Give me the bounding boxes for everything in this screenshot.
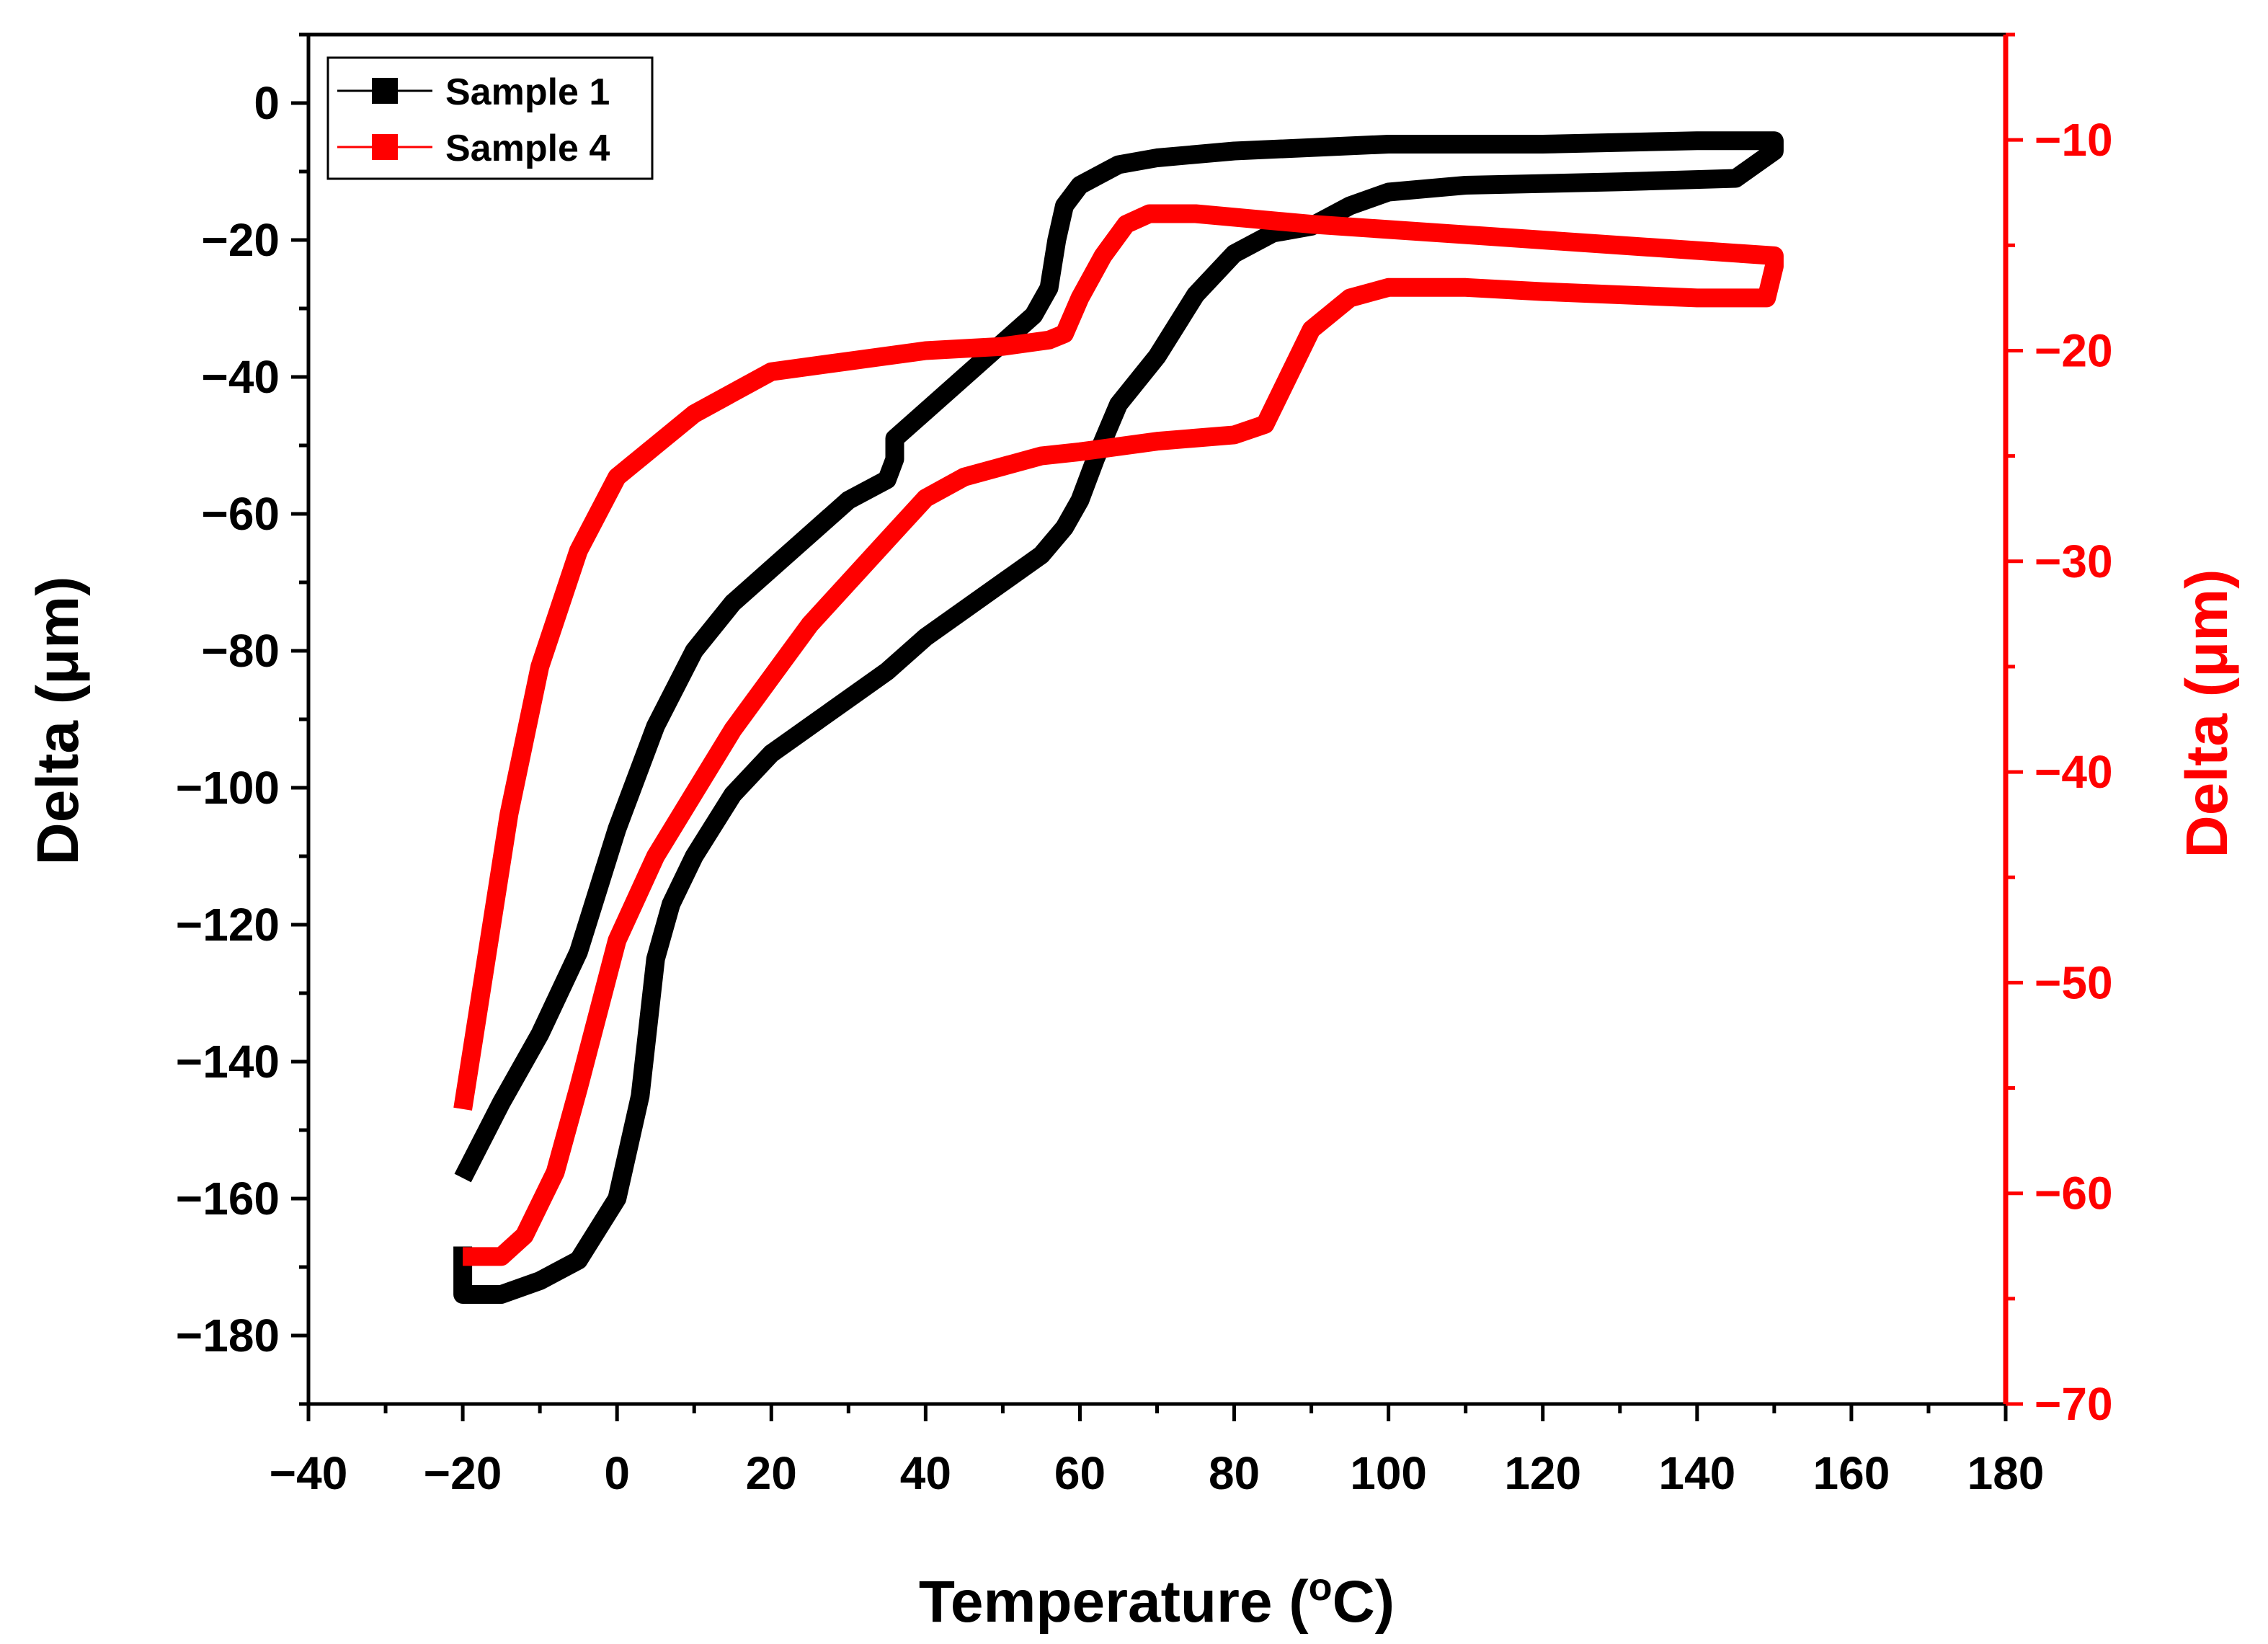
y-right-axis-title: Delta (μm) — [2174, 569, 2240, 858]
x-tick-label: −20 — [424, 1447, 502, 1499]
legend-marker-sample-1 — [372, 78, 398, 104]
y-left-tick-label: 0 — [254, 77, 280, 129]
y-left-tick-label: −140 — [176, 1036, 280, 1088]
x-axis-title: Temperature (oC) — [919, 1565, 1395, 1635]
y-left-tick-label: −180 — [176, 1310, 280, 1361]
y-left-axis-title: Delta (μm) — [25, 577, 91, 866]
y-right-tick-label: −50 — [2034, 956, 2113, 1008]
x-axis-title-sup: o — [1309, 1565, 1333, 1609]
series-line-sample-1 — [453, 131, 1784, 1304]
x-axis-title-text: Temperature ( — [919, 1569, 1309, 1635]
x-tick-label: 140 — [1658, 1447, 1735, 1499]
y-left-axis: 0 −20 −40 −60 −80 −100 −120 −140 −160 −180 — [176, 32, 308, 1406]
legend: Sample 1 Sample 4 — [326, 56, 654, 180]
y-right-tick-label: −20 — [2034, 324, 2113, 376]
x-tick-label: 160 — [1813, 1447, 1890, 1499]
x-tick-label: 20 — [746, 1447, 797, 1499]
y-left-tick-label: −60 — [201, 488, 280, 540]
x-tick-label: 100 — [1350, 1447, 1427, 1499]
y-right-tick-label: −30 — [2034, 536, 2113, 587]
x-tick-label: 0 — [604, 1447, 630, 1499]
y-right-tick-label: −10 — [2034, 114, 2113, 166]
plot-lines — [453, 131, 1784, 1304]
y-right-axis: −10 −20 −30 −40 −50 −60 −70 — [2006, 32, 2113, 1430]
y-right-tick-label: −70 — [2034, 1378, 2113, 1430]
series-line-sample-4 — [453, 204, 1784, 1266]
y-left-tick-label: −120 — [176, 899, 280, 951]
x-tick-label: −40 — [270, 1447, 348, 1499]
x-axis: −40 −20 0 20 40 60 80 100 120 140 160 180 — [270, 1404, 2045, 1499]
legend-marker-sample-4 — [372, 134, 398, 160]
legend-label-sample-4: Sample 4 — [445, 128, 610, 169]
x-tick-label: 180 — [1967, 1447, 2045, 1499]
x-tick-label: 60 — [1054, 1447, 1106, 1499]
y-left-tick-label: −40 — [201, 351, 280, 403]
x-axis-title-unit: C) — [1333, 1569, 1395, 1635]
y-left-tick-label: −20 — [201, 214, 280, 266]
y-right-tick-label: −60 — [2034, 1168, 2113, 1219]
y-left-tick-label: −160 — [176, 1173, 280, 1225]
x-tick-label: 80 — [1209, 1447, 1260, 1499]
x-tick-label: 120 — [1504, 1447, 1581, 1499]
x-tick-label: 40 — [900, 1447, 951, 1499]
y-left-tick-label: −100 — [176, 762, 280, 814]
y-left-tick-label: −80 — [201, 625, 280, 677]
y-right-tick-label: −40 — [2034, 746, 2113, 798]
legend-label-sample-1: Sample 1 — [445, 71, 610, 113]
